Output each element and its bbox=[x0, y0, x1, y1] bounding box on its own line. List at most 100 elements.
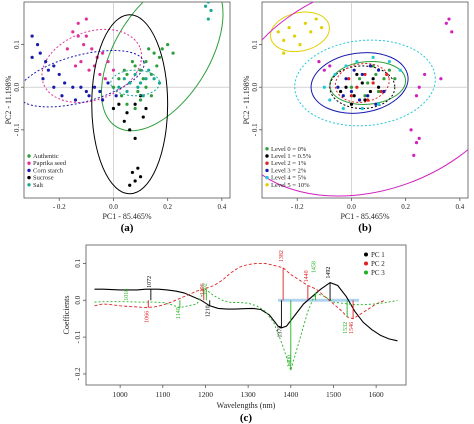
legend-marker bbox=[265, 161, 269, 165]
legend-marker bbox=[27, 168, 31, 173]
data-point bbox=[103, 77, 107, 81]
marker-label: 1532 bbox=[343, 322, 349, 334]
x-tick-label: 0.2 bbox=[401, 203, 410, 211]
data-point bbox=[30, 34, 34, 38]
data-point bbox=[447, 17, 451, 21]
data-point bbox=[133, 102, 137, 106]
legend-label: Level 1 = 0.5% bbox=[271, 153, 312, 160]
legend-label: Level 3 = 2% bbox=[271, 167, 307, 174]
data-point bbox=[73, 98, 78, 102]
data-point bbox=[314, 17, 318, 21]
legend-marker bbox=[27, 183, 31, 187]
data-point bbox=[322, 68, 326, 72]
data-point bbox=[125, 102, 129, 106]
data-point bbox=[206, 17, 210, 21]
data-point bbox=[292, 34, 297, 38]
panel-label: (a) bbox=[121, 222, 134, 234]
data-point bbox=[111, 68, 116, 72]
data-point bbox=[87, 68, 91, 72]
marker-label: 1140 bbox=[176, 307, 182, 319]
data-point bbox=[82, 43, 86, 47]
x-tick-label: 0.0 bbox=[347, 203, 356, 211]
x-tick-label: 0.0 bbox=[109, 203, 118, 211]
legend-label: Level 4 = 5% bbox=[271, 175, 307, 182]
data-point bbox=[393, 77, 397, 81]
data-point bbox=[84, 34, 88, 38]
data-point bbox=[157, 55, 162, 59]
data-point bbox=[366, 81, 370, 85]
data-point bbox=[423, 72, 427, 77]
panel-c: 1000 1100 1200 1300 1400 1500 1600 - 0.2 - 0.1 0.… bbox=[62, 244, 407, 424]
data-point bbox=[136, 89, 140, 94]
series-line bbox=[94, 288, 398, 372]
data-point bbox=[366, 94, 370, 98]
data-point bbox=[385, 72, 389, 77]
data-point bbox=[328, 64, 332, 68]
marker-label: 1382 bbox=[279, 250, 285, 262]
data-point bbox=[152, 51, 156, 55]
data-point bbox=[382, 77, 386, 81]
data-point bbox=[349, 102, 354, 106]
x-tick-label: 0.2 bbox=[163, 203, 172, 211]
data-point bbox=[125, 89, 129, 94]
data-point bbox=[106, 60, 110, 64]
panel-label: (b) bbox=[358, 222, 372, 234]
data-point bbox=[117, 77, 121, 81]
data-point bbox=[73, 64, 78, 68]
data-point bbox=[363, 72, 367, 77]
marker-label: 1202 bbox=[202, 283, 208, 295]
data-point bbox=[63, 81, 67, 85]
data-point bbox=[309, 30, 313, 34]
data-point bbox=[352, 94, 356, 98]
legend-label: PC 2 bbox=[371, 260, 385, 268]
legend-marker bbox=[265, 147, 269, 151]
data-point bbox=[357, 98, 362, 102]
data-point bbox=[282, 38, 286, 42]
data-point bbox=[209, 8, 213, 13]
data-point bbox=[276, 30, 280, 34]
confidence-ellipse bbox=[270, 11, 330, 53]
data-point bbox=[376, 68, 381, 72]
data-point bbox=[344, 77, 348, 81]
data-point bbox=[76, 34, 80, 38]
data-point bbox=[44, 60, 48, 64]
data-point bbox=[92, 85, 97, 89]
y-tick-label: 0.1 bbox=[13, 40, 21, 49]
panel-a: - 0.2 0.0 0.2 0.4 - 0.1 0.0 0.1 AuthenticPaprik… bbox=[4, 1, 231, 234]
x-axis-label: PC1 - 85.465% bbox=[340, 212, 389, 221]
data-point bbox=[125, 111, 129, 115]
legend-marker bbox=[27, 161, 31, 165]
plot-frame bbox=[85, 244, 407, 386]
y-tick-label: - 0.1 bbox=[13, 123, 21, 136]
plot-area bbox=[24, 2, 224, 195]
legend-marker bbox=[265, 183, 269, 187]
data-point bbox=[30, 55, 34, 59]
data-point bbox=[360, 81, 364, 85]
confidence-ellipse bbox=[24, 49, 145, 108]
data-point bbox=[349, 94, 354, 98]
data-point bbox=[349, 89, 354, 94]
marker-label: 1018 bbox=[124, 289, 130, 301]
marker-label: 1546 bbox=[349, 322, 355, 334]
data-point bbox=[414, 94, 419, 98]
data-point bbox=[344, 85, 348, 89]
x-tick-label: 1000 bbox=[113, 390, 128, 399]
legend-marker bbox=[265, 154, 269, 158]
data-point bbox=[360, 72, 364, 77]
data-point bbox=[76, 21, 80, 25]
data-point bbox=[144, 85, 148, 89]
confidence-ellipse bbox=[91, 14, 169, 195]
data-point bbox=[125, 72, 129, 77]
data-point bbox=[130, 60, 135, 64]
y-tick-label: 0.0 bbox=[74, 295, 82, 304]
data-point bbox=[287, 25, 291, 30]
data-point bbox=[368, 89, 373, 94]
x-tick-label: 1100 bbox=[155, 390, 170, 399]
data-point bbox=[371, 77, 375, 81]
data-point bbox=[138, 81, 143, 85]
data-point bbox=[149, 94, 153, 98]
legend-marker bbox=[364, 270, 368, 275]
marker-label: 1210 bbox=[206, 305, 212, 317]
y-tick-label: - 0.1 bbox=[251, 123, 259, 136]
